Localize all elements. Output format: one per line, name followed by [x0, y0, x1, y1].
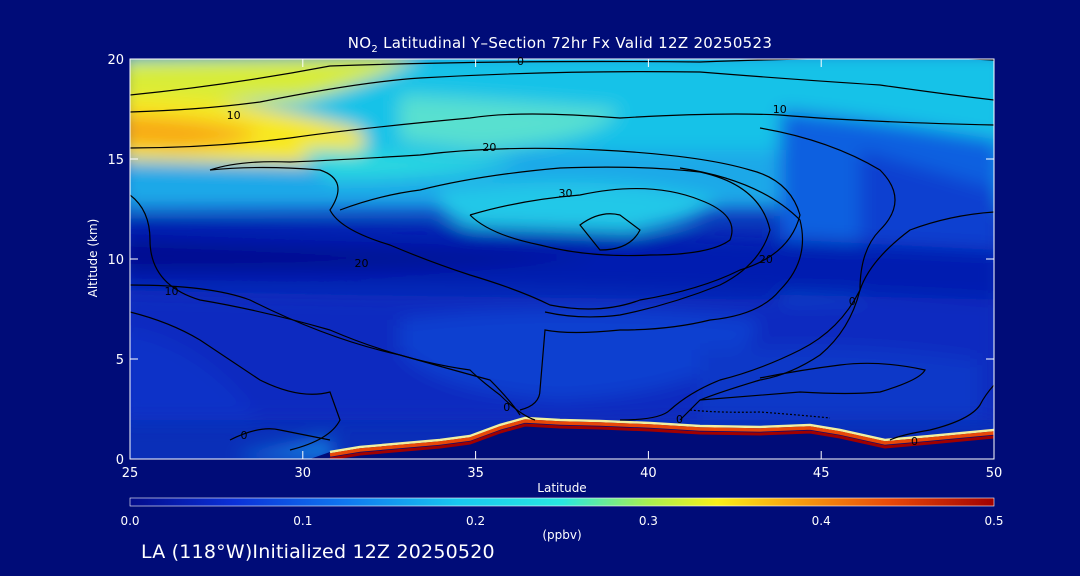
contour-lines [130, 59, 994, 451]
x-tick-label: 45 [813, 466, 830, 481]
initialization-footer: LA (118°W)Initialized 12Z 20250520 [141, 541, 495, 563]
contour-labels: 0 10 10 20 30 20 20 10 0 0 0 0 0 [164, 55, 918, 448]
contour-label: 30 [558, 187, 572, 200]
x-tick-label: 40 [640, 466, 657, 481]
colorbar-tick-label: 0.0 [120, 514, 139, 528]
contour-label: 0 [241, 429, 248, 442]
x-tick-label: 25 [122, 466, 139, 481]
colorbar-tick-label: 0.1 [293, 514, 312, 528]
colorbar-tick-label: 0.3 [639, 514, 658, 528]
contour-label: 20 [759, 253, 773, 266]
colorbar-tick-label: 0.5 [984, 514, 1003, 528]
contour-label: 10 [773, 103, 787, 116]
heatmap-field [130, 59, 994, 459]
y-tick-label: 10 [107, 253, 124, 268]
y-tick-label: 20 [107, 53, 124, 68]
colorbar-units-label: (ppbv) [542, 528, 582, 542]
contour-label: 0 [503, 401, 510, 414]
contour-label: 0 [849, 295, 856, 308]
colorbar-tick-label: 0.2 [466, 514, 485, 528]
y-tick-label: 15 [107, 153, 124, 168]
colorbar-tick-label: 0.4 [812, 514, 831, 528]
x-tick-label: 50 [986, 466, 1003, 481]
contour-label: 0 [517, 55, 524, 68]
x-tick-label: 35 [467, 466, 484, 481]
contour-label: 20 [482, 141, 496, 154]
contour-label: 10 [227, 109, 241, 122]
x-axis-label: Latitude [537, 481, 587, 495]
chart-axes: 25 30 35 40 45 50 0 5 10 15 20 [107, 53, 1002, 481]
chart-title: NO2 Latitudinal Y–Section 72hr Fx Valid … [347, 34, 773, 55]
x-tick-label: 30 [295, 466, 312, 481]
y-axis-label: Altitude (km) [86, 218, 100, 298]
y-tick-label: 5 [116, 353, 124, 368]
colorbar [129, 497, 995, 507]
contour-label: 0 [676, 413, 683, 426]
colorbar-ticks: 0.0 0.1 0.2 0.3 0.4 0.5 [120, 514, 1003, 528]
contour-label: 0 [911, 435, 918, 448]
contour-label: 20 [355, 257, 369, 270]
y-tick-label: 0 [116, 453, 124, 468]
contour-label: 10 [164, 285, 178, 298]
